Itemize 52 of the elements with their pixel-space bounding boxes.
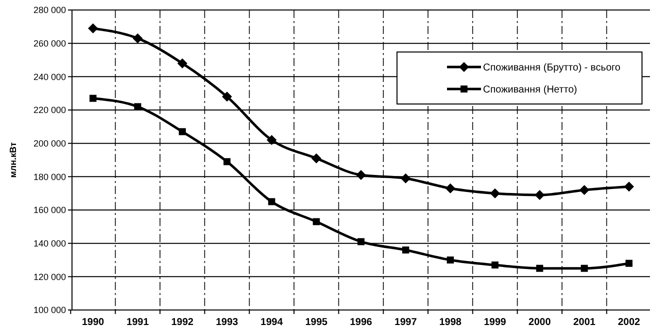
x-tick-label: 1999 xyxy=(484,317,507,328)
point xyxy=(312,218,320,226)
point xyxy=(222,92,232,102)
x-tick-label: 2000 xyxy=(528,317,552,328)
point xyxy=(88,23,98,34)
x-tick-label: 1998 xyxy=(439,317,462,328)
point xyxy=(534,190,545,200)
point xyxy=(492,262,498,268)
x-tick-label: 1991 xyxy=(126,317,150,328)
y-tick-label: 280 000 xyxy=(33,5,66,16)
point xyxy=(490,188,500,198)
y-tick-label: 260 000 xyxy=(33,38,66,48)
x-tick-label: 1993 xyxy=(216,317,239,328)
x-tick-label: 1995 xyxy=(305,317,328,328)
x-tick-label: 1990 xyxy=(82,317,105,328)
point xyxy=(132,33,143,44)
point xyxy=(90,94,96,102)
point xyxy=(579,185,590,195)
point xyxy=(177,58,188,68)
point xyxy=(402,246,410,254)
x-tick-label: 1996 xyxy=(350,317,373,328)
point xyxy=(224,158,230,166)
y-tick-label: 100 000 xyxy=(33,305,66,316)
y-tick-label: 200 000 xyxy=(33,138,66,148)
point xyxy=(311,153,322,164)
point xyxy=(178,128,186,136)
point xyxy=(400,173,411,184)
x-tick-label: 1994 xyxy=(260,317,284,328)
x-tick-label: 2001 xyxy=(573,317,596,328)
point xyxy=(445,183,456,194)
point xyxy=(356,170,366,180)
point xyxy=(266,135,277,145)
point xyxy=(268,198,276,206)
point xyxy=(536,264,544,272)
y-tick-label: 220 000 xyxy=(33,105,66,116)
point xyxy=(134,103,142,110)
y-axis-title: млн.кВт xyxy=(8,142,18,178)
legend-label: Споживання (Брутто) - всього xyxy=(483,62,621,74)
point xyxy=(626,260,632,267)
x-tick-label: 1997 xyxy=(394,317,418,328)
y-tick-label: 160 000 xyxy=(33,205,66,216)
y-tick-label: 140 000 xyxy=(33,238,66,248)
y-tick-label: 240 000 xyxy=(33,72,66,82)
y-tick-label: 120 000 xyxy=(33,272,66,282)
point xyxy=(446,256,454,264)
x-tick-label: 2002 xyxy=(618,317,641,328)
point xyxy=(358,238,364,246)
point xyxy=(580,264,588,272)
x-tick-label: 1992 xyxy=(171,317,194,328)
y-tick-label: 180 000 xyxy=(33,172,66,182)
legend-label: Споживання (Нетто) xyxy=(483,84,578,96)
point xyxy=(624,182,634,192)
